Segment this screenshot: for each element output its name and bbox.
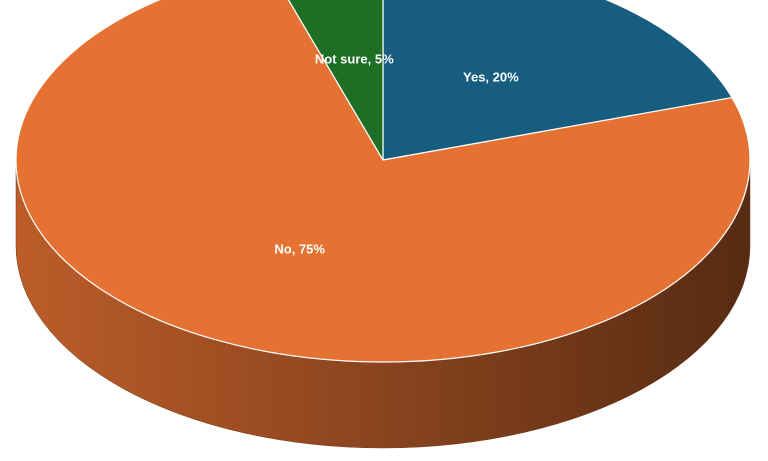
slice xyxy=(15,0,751,363)
slice xyxy=(382,0,733,161)
pie-tops xyxy=(15,0,751,363)
slice xyxy=(287,0,384,161)
pie-labels: Yes, 20% No, 75% Not sure, 5% xyxy=(274,52,519,257)
data-label: No, 75% xyxy=(274,241,325,256)
data-label: Not sure, 5% xyxy=(315,52,394,67)
data-label: Yes, 20% xyxy=(463,70,519,85)
